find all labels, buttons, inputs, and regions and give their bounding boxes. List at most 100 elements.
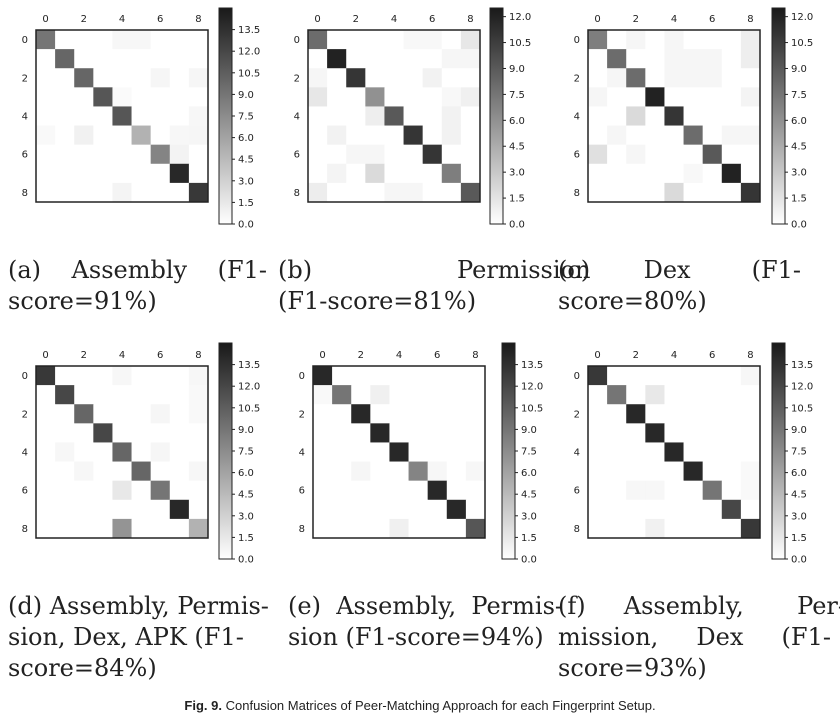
cell-a-2-3	[93, 68, 113, 88]
y-tick-label: 0	[299, 371, 305, 382]
cell-b-7-2	[346, 163, 366, 184]
y-tick-label: 0	[22, 371, 28, 382]
cell-e-3-7	[446, 423, 467, 443]
cell-b-2-3	[365, 68, 385, 88]
cell-a-0-5	[131, 30, 151, 50]
cell-e-8-1	[332, 518, 352, 539]
cell-d-8-0	[36, 518, 56, 539]
cell-f-0-1	[607, 366, 627, 386]
cell-d-1-2	[74, 385, 94, 405]
cell-e-8-8	[465, 518, 486, 539]
colorbar-tick-label: 13.5	[521, 360, 543, 371]
cell-e-7-2	[351, 499, 371, 520]
cell-e-6-6	[427, 480, 448, 501]
y-tick-label: 6	[294, 150, 300, 161]
cell-f-3-1	[607, 423, 627, 443]
cell-c-8-2	[626, 182, 646, 203]
cell-a-8-7	[169, 182, 190, 203]
cell-b-1-0	[308, 49, 328, 69]
x-tick-label: 0	[314, 14, 320, 25]
subfigure-caption-line: (d) Assembly, Permis-	[8, 592, 269, 620]
cell-c-4-6	[702, 106, 723, 126]
x-tick-label: 2	[81, 14, 87, 25]
cell-b-5-5	[403, 125, 423, 145]
cell-f-1-1	[607, 385, 627, 405]
cell-e-5-2	[351, 461, 371, 481]
cell-b-8-7	[441, 182, 462, 203]
cell-f-7-6	[702, 499, 723, 520]
cell-f-0-4	[664, 366, 684, 386]
cell-f-6-6	[702, 480, 723, 501]
cell-b-4-0	[308, 106, 328, 126]
cell-f-8-2	[626, 518, 646, 539]
cell-d-8-3	[93, 518, 113, 539]
cell-d-0-7	[169, 366, 190, 386]
subfigure-caption-line: sion, Dex, APK (F1-	[8, 623, 244, 651]
cell-d-1-8	[188, 385, 209, 405]
cell-d-1-7	[169, 385, 190, 405]
cell-c-6-7	[721, 144, 742, 165]
cell-c-4-4	[664, 106, 684, 126]
y-tick-label: 8	[22, 524, 28, 535]
cell-d-8-4	[112, 518, 132, 539]
cell-a-6-1	[55, 144, 75, 165]
cell-f-6-8	[740, 480, 761, 501]
cell-f-3-7	[721, 423, 742, 443]
colorbar-tick-label: 6.0	[238, 133, 254, 144]
cell-d-7-8	[188, 499, 209, 520]
cell-b-7-1	[327, 163, 347, 184]
cell-d-6-8	[188, 480, 209, 501]
cell-d-0-3	[93, 366, 113, 386]
x-tick-label: 4	[119, 350, 125, 361]
cell-e-0-1	[332, 366, 352, 386]
cell-b-8-5	[403, 182, 423, 203]
cell-a-1-7	[169, 49, 190, 69]
colorbar-tick-label: 6.0	[238, 468, 254, 479]
cell-b-0-3	[365, 30, 385, 50]
cell-d-5-1	[55, 461, 75, 481]
cell-a-3-4	[112, 87, 132, 107]
cell-c-4-8	[740, 106, 761, 126]
cell-b-5-6	[422, 125, 443, 145]
cell-d-3-1	[55, 423, 75, 443]
cell-b-6-6	[422, 144, 443, 165]
cell-d-6-1	[55, 480, 75, 501]
cell-d-6-5	[131, 480, 151, 501]
subfigure-caption-line: (a) Assembly (F1-	[8, 256, 267, 284]
cell-b-0-1	[327, 30, 347, 50]
colorbar-tick-label: 3.0	[509, 168, 525, 179]
cell-b-1-1	[327, 49, 347, 69]
colorbar-tick-label: 6.0	[791, 468, 807, 479]
cell-e-8-4	[389, 518, 409, 539]
cell-c-3-0	[588, 87, 608, 107]
cell-d-3-4	[112, 423, 132, 443]
cell-e-6-3	[370, 480, 390, 501]
cell-b-4-7	[441, 106, 462, 126]
cell-a-2-6	[150, 68, 171, 88]
cell-d-3-7	[169, 423, 190, 443]
cell-b-6-0	[308, 144, 328, 165]
cell-d-6-6	[150, 480, 171, 501]
cell-c-8-1	[607, 182, 627, 203]
x-tick-label: 2	[633, 350, 639, 361]
x-tick-label: 6	[709, 350, 715, 361]
cell-c-0-0	[588, 30, 608, 50]
cell-b-6-2	[346, 144, 366, 165]
colorbar-tick-label: 7.5	[509, 90, 525, 101]
colorbar-tick-label: 10.5	[791, 403, 813, 414]
cell-f-6-1	[607, 480, 627, 501]
cell-c-2-4	[664, 68, 684, 88]
cell-c-2-3	[645, 68, 665, 88]
cell-a-3-1	[55, 87, 75, 107]
subfigure-caption-line: (F1-score=81%)	[278, 287, 476, 315]
cell-f-3-3	[645, 423, 665, 443]
y-tick-label: 4	[22, 112, 28, 123]
cell-d-8-2	[74, 518, 94, 539]
cell-b-2-1	[327, 68, 347, 88]
cell-a-2-0	[36, 68, 56, 88]
y-tick-label: 0	[574, 35, 580, 46]
cell-f-5-0	[588, 461, 608, 481]
cell-d-7-7	[169, 499, 190, 520]
cell-f-5-8	[740, 461, 761, 481]
colorbar-tick-label: 4.5	[791, 142, 807, 153]
